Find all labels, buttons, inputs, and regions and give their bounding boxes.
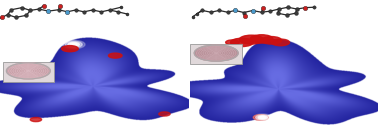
- Circle shape: [62, 46, 78, 52]
- Circle shape: [226, 40, 239, 45]
- Circle shape: [194, 45, 238, 61]
- Circle shape: [62, 40, 85, 49]
- Circle shape: [260, 116, 265, 118]
- Circle shape: [231, 38, 253, 47]
- Circle shape: [253, 115, 268, 120]
- Circle shape: [68, 42, 79, 47]
- FancyBboxPatch shape: [3, 62, 54, 82]
- Circle shape: [253, 114, 272, 121]
- Circle shape: [258, 116, 268, 119]
- Circle shape: [159, 112, 170, 116]
- Circle shape: [256, 115, 270, 120]
- Circle shape: [30, 117, 42, 122]
- Circle shape: [261, 37, 282, 44]
- FancyBboxPatch shape: [190, 44, 242, 64]
- Circle shape: [271, 39, 290, 46]
- Circle shape: [65, 41, 82, 48]
- Circle shape: [239, 35, 263, 44]
- Circle shape: [108, 53, 122, 58]
- Circle shape: [250, 35, 273, 43]
- Circle shape: [70, 43, 77, 46]
- Circle shape: [6, 63, 50, 79]
